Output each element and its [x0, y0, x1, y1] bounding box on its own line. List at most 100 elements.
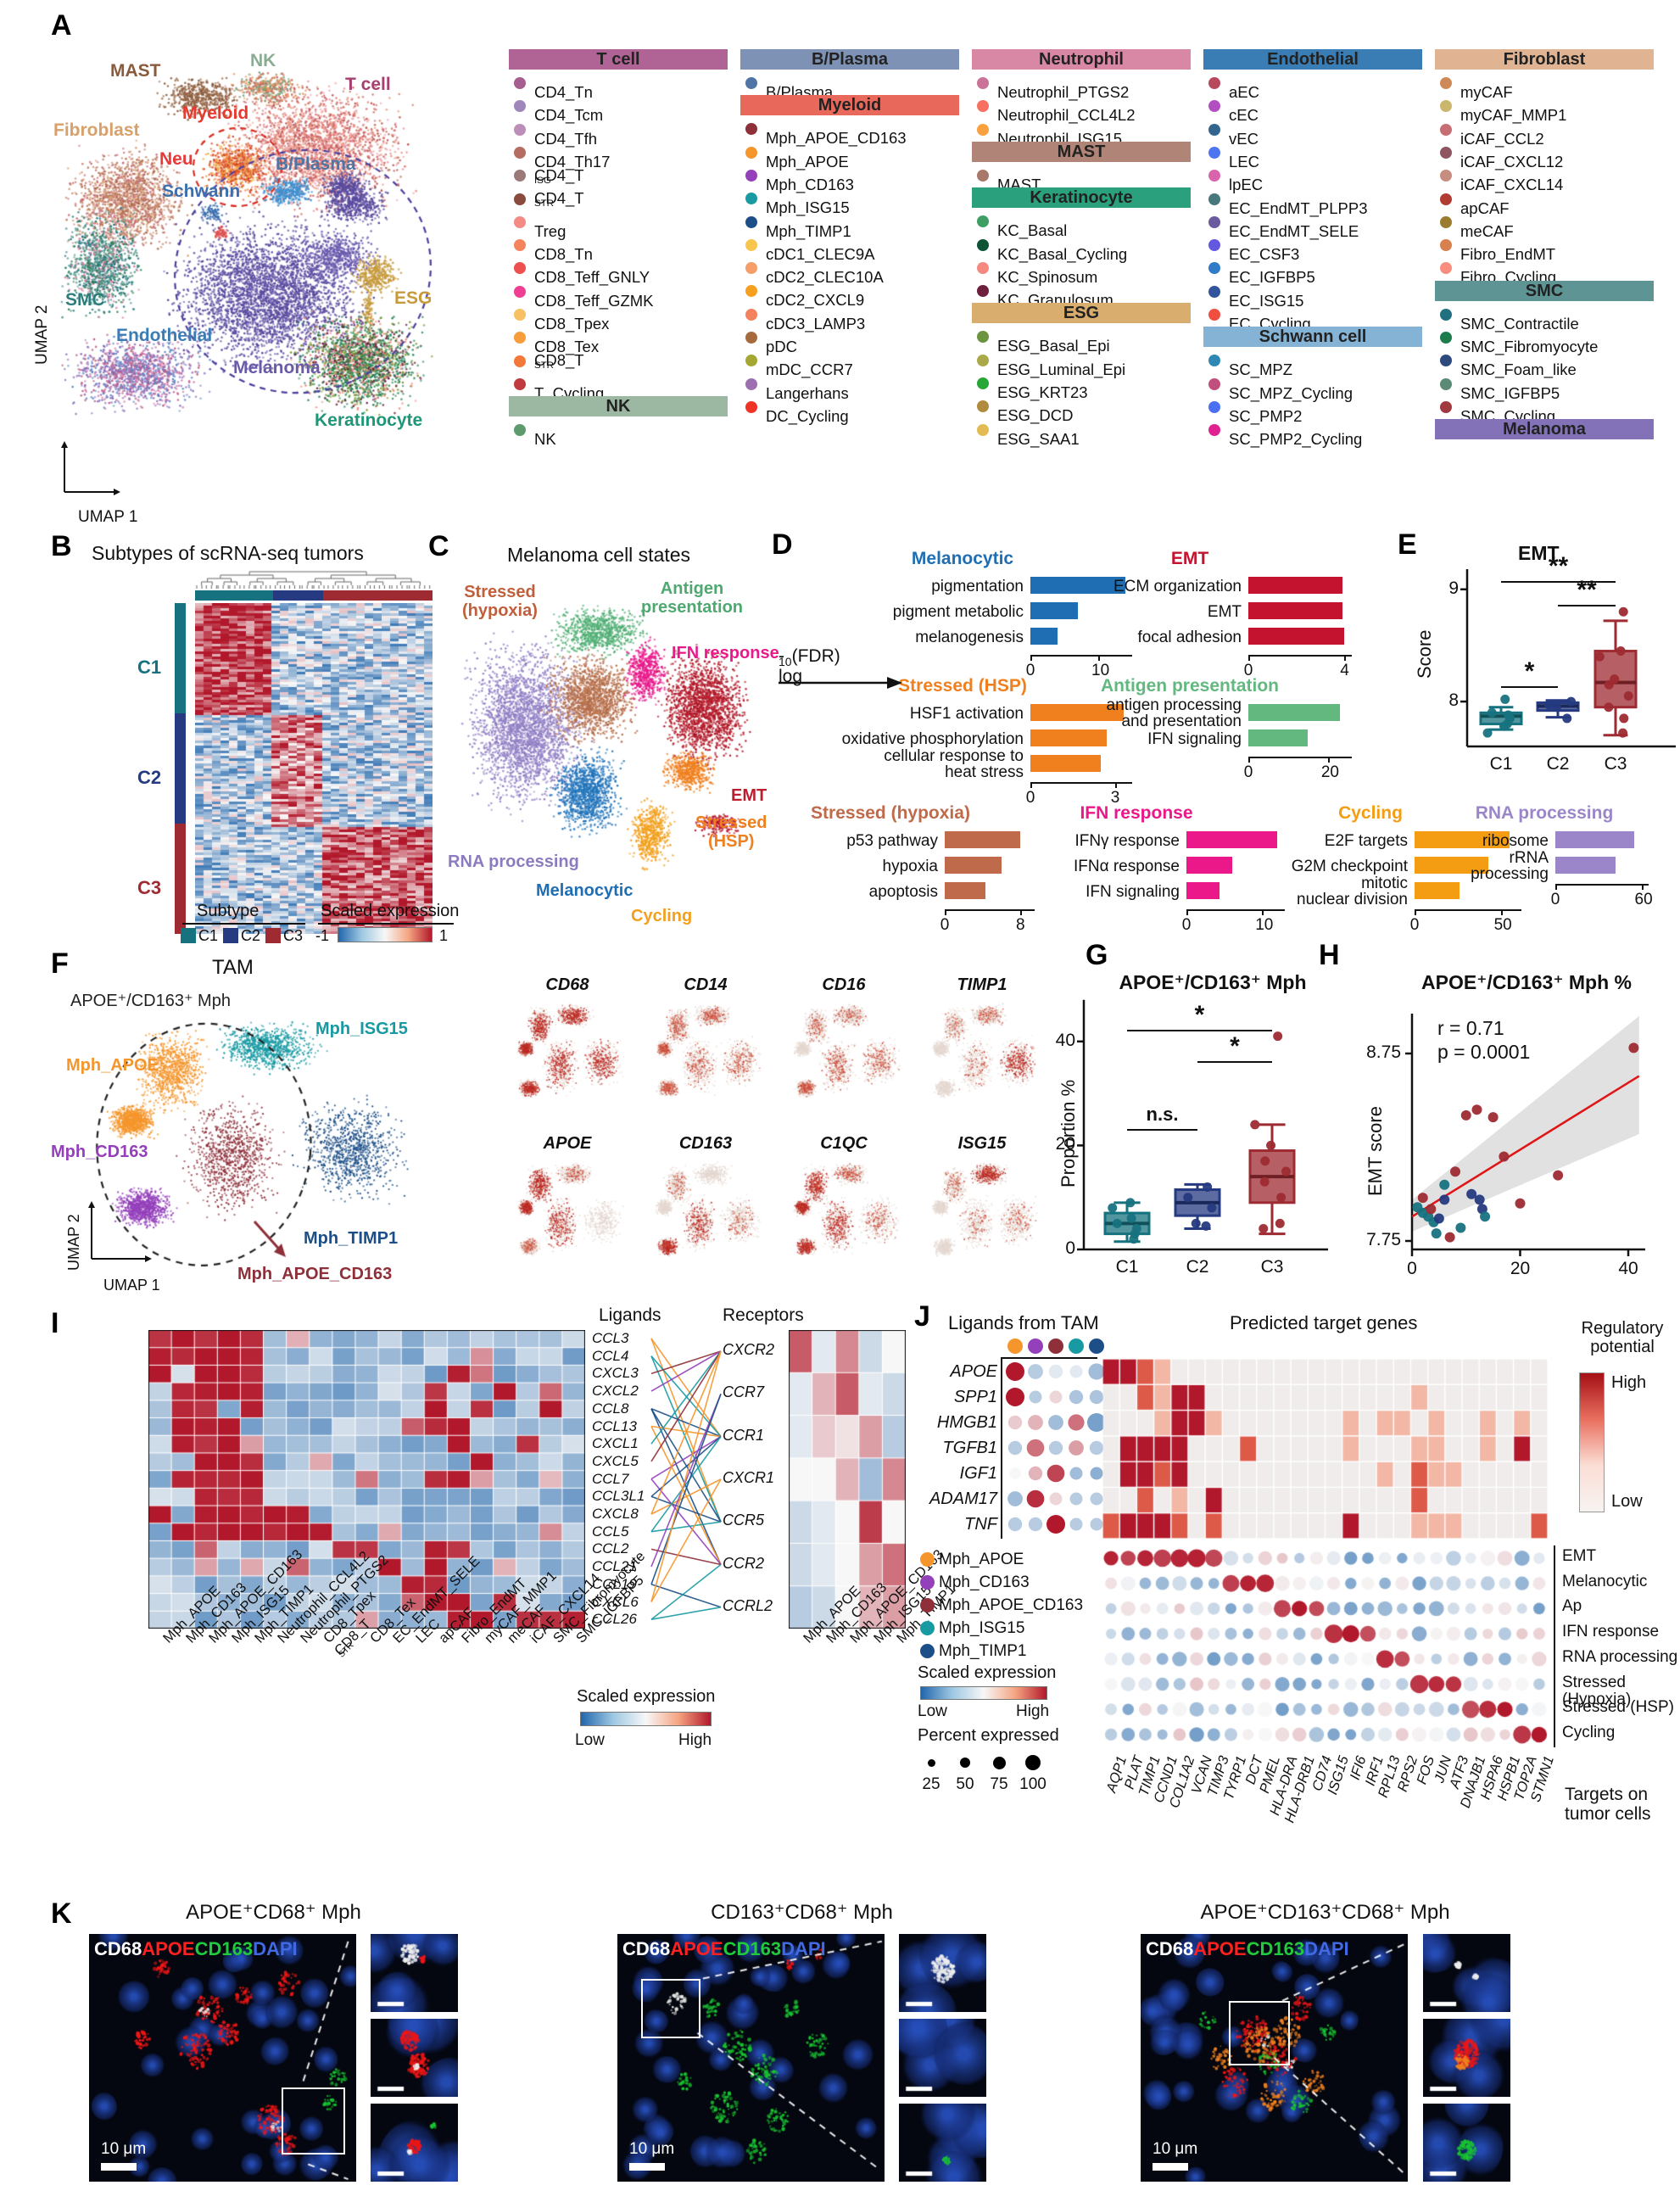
tam-legend-dot: [920, 1575, 935, 1590]
melanoma-state-label: Antigen presentation: [641, 579, 744, 617]
legend-dot: [745, 215, 757, 228]
feature-plot-title: CD163: [678, 1134, 733, 1153]
melanoma-state-label: Stressed (hypoxia): [462, 583, 538, 620]
feature-plot-title: C1QC: [820, 1134, 868, 1153]
row-class-seg: [175, 603, 186, 713]
bar-axis-tick: [1030, 782, 1032, 788]
legend-dot: [514, 77, 526, 89]
ligand-label: CCL3: [592, 1330, 629, 1346]
umap-a-cluster-label: Myeloid: [182, 103, 249, 123]
bar-axis-tick-label: 50: [1493, 916, 1512, 934]
legend-dot: [1208, 215, 1220, 228]
bar-axis-tick-label: 60: [1634, 891, 1653, 908]
legend-item: KC_Spinosum: [972, 257, 1191, 286]
legend-item: SMC_Contractile: [1435, 304, 1654, 333]
legend-dot: [1208, 146, 1220, 159]
h-xtick-label: 0: [1407, 1259, 1417, 1278]
bar-row-label: G2M checkpoint: [1291, 858, 1408, 875]
legend-dot: [514, 309, 526, 321]
channel-label: DAPI: [253, 1938, 298, 1959]
bar: [1186, 831, 1278, 848]
legend-dot: [1440, 146, 1452, 159]
heatmap-b-canvas: [195, 603, 433, 934]
legend-dot: [977, 100, 989, 113]
legend-item: Mph_APOE: [740, 142, 959, 170]
feature-plot-title: CD14: [684, 975, 728, 994]
panel-e-title: EMT: [1518, 542, 1560, 564]
legend-item: CD8_T STR: [509, 350, 728, 372]
legend-item: cEC: [1203, 95, 1422, 124]
tam-legend-dot: [920, 1552, 935, 1567]
legend-item: SMC_Cycling: [1435, 396, 1654, 425]
legend-item: SMC_IGFBP5: [1435, 373, 1654, 402]
ligand-label: CCL19: [592, 1575, 637, 1592]
h-p-label: p = 0.0001: [1437, 1041, 1531, 1063]
bar-chart-title: IFN response: [1080, 803, 1193, 823]
j-scale-low: Low: [918, 1702, 947, 1720]
legend-dot: [745, 308, 757, 321]
receptor-label: CCR2: [723, 1554, 765, 1572]
micrograph-channel-labels: CD68APOECD163DAPI: [1146, 1938, 1349, 1960]
panel-h-label: H: [1319, 939, 1340, 971]
legend-item: Mph_CD163: [740, 165, 959, 193]
percent-dot-label: 75: [990, 1775, 1008, 1793]
legend-item: Mph_ISG15: [740, 187, 959, 216]
legend-dot: [977, 77, 989, 89]
h-r-label: r = 0.71: [1437, 1017, 1504, 1039]
micrograph-title: CD163⁺CD68⁺ Mph: [711, 1901, 893, 1924]
legend-item: SMC_Foam_like: [1435, 349, 1654, 378]
bar: [945, 831, 1021, 848]
bar-row-label: IFNγ response: [1074, 832, 1180, 850]
legend-item: vEC: [1203, 119, 1422, 148]
bar: [1248, 628, 1345, 645]
bar-axis-tick-label: 10: [1255, 916, 1274, 934]
umap-f-axes: [88, 1201, 152, 1262]
box-category-label: C3: [1260, 1257, 1284, 1277]
receptors-title: Receptors: [723, 1305, 804, 1325]
channel-label: CD68: [1146, 1938, 1194, 1959]
legend-group-header: B/Plasma: [740, 49, 959, 70]
bar-axis: [1030, 782, 1132, 784]
legend-dot: [745, 238, 757, 251]
legend-item: SC_PMP2: [1203, 396, 1422, 425]
legend-dot: [1208, 170, 1220, 182]
panel-b-label: B: [51, 530, 72, 562]
legend-dot: [514, 332, 526, 344]
targets-on-tumor-label: Targets on tumor cells: [1565, 1785, 1651, 1824]
axis-tick-label: 8: [1448, 690, 1459, 711]
percent-dot: [927, 1758, 935, 1767]
bar-row-label: oxidative phosphorylation: [841, 730, 1024, 748]
percent-dot-label: 100: [1019, 1775, 1047, 1793]
scale-legend-label: Scaled expression: [321, 902, 460, 920]
panel-b-title: Subtypes of scRNA-seq tumors: [92, 542, 364, 564]
legend-group-header: Fibroblast: [1435, 49, 1654, 70]
legend-dot: [977, 354, 989, 366]
micrograph-main-2: [617, 1934, 885, 2182]
bar-axis-tick-label: 0: [1025, 789, 1035, 807]
i-scale-gradient: [580, 1712, 712, 1726]
legend-dot: [514, 262, 526, 275]
panel-i-label: I: [51, 1307, 59, 1339]
bar-axis-tick-label: 8: [1015, 916, 1025, 934]
bar-row-label: EMT: [1207, 603, 1242, 621]
receptor-label: CCR5: [723, 1512, 765, 1529]
bar-axis-tick: [1262, 909, 1264, 915]
bar: [1555, 857, 1616, 874]
legend-dot: [977, 331, 989, 344]
j-ligands-title: Ligands from TAM: [948, 1312, 1099, 1333]
ligand-receptor-links: [650, 1338, 722, 1620]
umap-a-cluster-label: Keratinocyte: [315, 411, 423, 430]
scale-bar-label: 10 μm: [629, 2140, 675, 2158]
ligand-label: CXCL3: [592, 1365, 639, 1382]
legend-item: CD4_T ISG: [509, 165, 728, 187]
legend-group-header: Schwann cell: [1203, 327, 1422, 348]
inset-box: [1228, 2000, 1291, 2065]
legend-dot: [1208, 285, 1220, 298]
state-dotplot: [1102, 1545, 1548, 1747]
umap-a-axes: [61, 441, 120, 495]
legend-dot: [1440, 170, 1452, 182]
legend-item: ESG_Basal_Epi: [972, 326, 1191, 355]
box-category-label: C2: [1186, 1257, 1209, 1277]
regulatory-gradient: [1579, 1372, 1605, 1512]
ligand-label: CXCL1: [592, 1435, 639, 1452]
